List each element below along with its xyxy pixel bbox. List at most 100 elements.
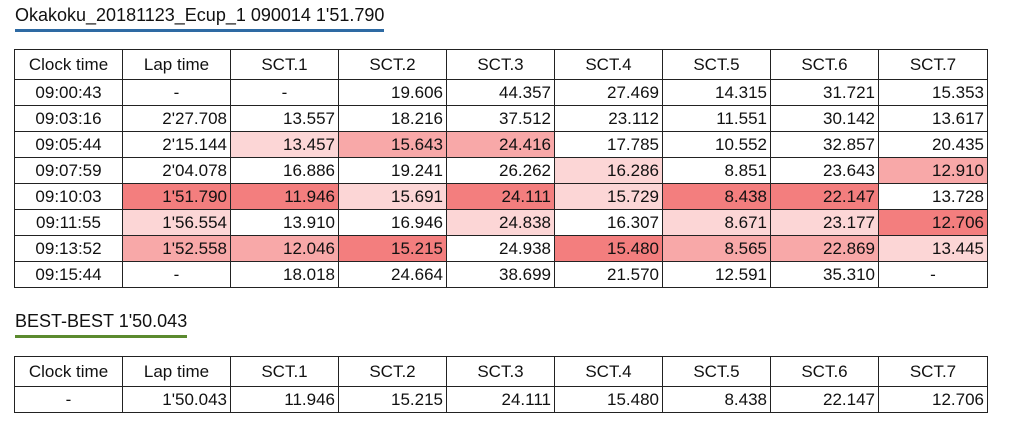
sector-cell: 13.445 xyxy=(878,235,988,262)
column-header: SCT.5 xyxy=(662,356,771,387)
sector-cell: 8.438 xyxy=(662,386,771,413)
sector-cell: 22.147 xyxy=(770,183,879,210)
sector-cell: 15.643 xyxy=(338,131,447,158)
lap-time-cell: 1'56.554 xyxy=(122,209,231,236)
column-header: Lap time xyxy=(122,356,231,387)
sector-cell: 18.216 xyxy=(338,105,447,132)
column-header: SCT.7 xyxy=(878,356,988,387)
sector-cell: 24.838 xyxy=(446,209,555,236)
lap-table: Clock time Lap time SCT.1 SCT.2 SCT.3 SCT.4 SC… xyxy=(14,49,988,288)
sector-cell: 15.215 xyxy=(338,235,447,262)
column-header: SCT.2 xyxy=(338,49,447,80)
sector-cell: 16.946 xyxy=(338,209,447,236)
column-header: SCT.5 xyxy=(662,49,771,80)
column-header: SCT.3 xyxy=(446,356,555,387)
best-table-header-row: Clock time Lap time SCT.1 SCT.2 SCT.3 SCT.4 SC… xyxy=(14,356,988,387)
sector-cell: 13.728 xyxy=(878,183,988,210)
clock-time-cell: 09:05:44 xyxy=(14,131,123,158)
sector-cell: 23.643 xyxy=(770,157,879,184)
column-header: Clock time xyxy=(14,356,123,387)
clock-time-cell: 09:11:55 xyxy=(14,209,123,236)
lap-time-cell: 1'50.043 xyxy=(122,386,231,413)
table-row: 09:03:16 2'27.708 13.557 18.216 37.512 23.112… xyxy=(14,105,988,132)
lap-table-header-row: Clock time Lap time SCT.1 SCT.2 SCT.3 SCT.4 SC… xyxy=(14,49,988,80)
table-row: 09:11:55 1'56.554 13.910 16.946 24.838 16.307… xyxy=(14,209,988,236)
sector-cell: 12.046 xyxy=(230,235,339,262)
sector-cell: 35.310 xyxy=(770,261,879,288)
sector-cell: 44.357 xyxy=(446,79,555,106)
table-row: 09:07:59 2'04.078 16.886 19.241 26.262 16.286… xyxy=(14,157,988,184)
sector-cell: 18.018 xyxy=(230,261,339,288)
sector-cell: 12.706 xyxy=(878,386,988,413)
lap-time-cell: 1'51.790 xyxy=(122,183,231,210)
sector-cell: 8.565 xyxy=(662,235,771,262)
sector-cell: 15.729 xyxy=(554,183,663,210)
column-header: SCT.3 xyxy=(446,49,555,80)
lap-time-cell: 2'27.708 xyxy=(122,105,231,132)
sector-cell: 24.664 xyxy=(338,261,447,288)
sector-cell: 26.262 xyxy=(446,157,555,184)
sector-cell: 16.307 xyxy=(554,209,663,236)
lap-time-cell: - xyxy=(122,79,231,106)
sector-cell: 31.721 xyxy=(770,79,879,106)
column-header: SCT.7 xyxy=(878,49,988,80)
sector-cell: 8.671 xyxy=(662,209,771,236)
table-row: 09:15:44-18.018 24.664 38.699 21.570 12.591 3… xyxy=(14,261,988,288)
lap-time-cell: - xyxy=(122,261,231,288)
sector-cell: 23.177 xyxy=(770,209,879,236)
sector-cell: 37.512 xyxy=(446,105,555,132)
sector-cell: 17.785 xyxy=(554,131,663,158)
clock-time-cell: 09:13:52 xyxy=(14,235,123,262)
sector-cell: 10.552 xyxy=(662,131,771,158)
sector-cell: 30.142 xyxy=(770,105,879,132)
sector-cell: 24.938 xyxy=(446,235,555,262)
sector-cell: 11.946 xyxy=(230,386,339,413)
clock-time-cell: 09:00:43 xyxy=(14,79,123,106)
column-header: SCT.6 xyxy=(770,49,879,80)
clock-time-cell: - xyxy=(14,386,123,413)
sector-cell: 13.457 xyxy=(230,131,339,158)
lap-time-cell: 2'04.078 xyxy=(122,157,231,184)
best-row: -1'50.043 11.946 15.215 24.111 15.480 8.438 22… xyxy=(14,386,988,413)
sector-cell: 21.570 xyxy=(554,261,663,288)
sector-cell: 19.606 xyxy=(338,79,447,106)
table-row: 09:00:43- -19.606 44.357 27.469 14.315 31.721… xyxy=(14,79,988,106)
sector-cell: - xyxy=(878,261,988,288)
sector-cell: 24.416 xyxy=(446,131,555,158)
sector-cell: 24.111 xyxy=(446,386,555,413)
sector-cell: 23.112 xyxy=(554,105,663,132)
sector-cell: 11.946 xyxy=(230,183,339,210)
lap-time-cell: 2'15.144 xyxy=(122,131,231,158)
column-header: SCT.6 xyxy=(770,356,879,387)
sector-cell: 15.215 xyxy=(338,386,447,413)
sector-cell: 24.111 xyxy=(446,183,555,210)
best-best-title: BEST-BEST 1'50.043 xyxy=(15,310,188,338)
sector-cell: - xyxy=(230,79,339,106)
clock-time-cell: 09:07:59 xyxy=(14,157,123,184)
sector-cell: 15.353 xyxy=(878,79,988,106)
column-header: SCT.4 xyxy=(554,49,663,80)
table-row: 09:10:03 1'51.790 11.946 15.691 24.111 15.729… xyxy=(14,183,988,210)
sector-cell: 38.699 xyxy=(446,261,555,288)
sector-cell: 12.910 xyxy=(878,157,988,184)
sector-cell: 15.480 xyxy=(554,386,663,413)
sector-cell: 8.438 xyxy=(662,183,771,210)
sector-cell: 22.147 xyxy=(770,386,879,413)
clock-time-cell: 09:15:44 xyxy=(14,261,123,288)
sector-cell: 32.857 xyxy=(770,131,879,158)
sector-cell: 16.886 xyxy=(230,157,339,184)
sector-cell: 15.691 xyxy=(338,183,447,210)
sector-cell: 14.315 xyxy=(662,79,771,106)
sector-cell: 19.241 xyxy=(338,157,447,184)
sector-cell: 8.851 xyxy=(662,157,771,184)
sector-cell: 27.469 xyxy=(554,79,663,106)
column-header: SCT.1 xyxy=(230,49,339,80)
clock-time-cell: 09:03:16 xyxy=(14,105,123,132)
best-table: Clock time Lap time SCT.1 SCT.2 SCT.3 SCT.4 SC… xyxy=(14,356,988,413)
sector-cell: 12.706 xyxy=(878,209,988,236)
sector-cell: 13.557 xyxy=(230,105,339,132)
sector-cell: 12.591 xyxy=(662,261,771,288)
sector-cell: 20.435 xyxy=(878,131,988,158)
column-header: SCT.4 xyxy=(554,356,663,387)
column-header: Lap time xyxy=(122,49,231,80)
